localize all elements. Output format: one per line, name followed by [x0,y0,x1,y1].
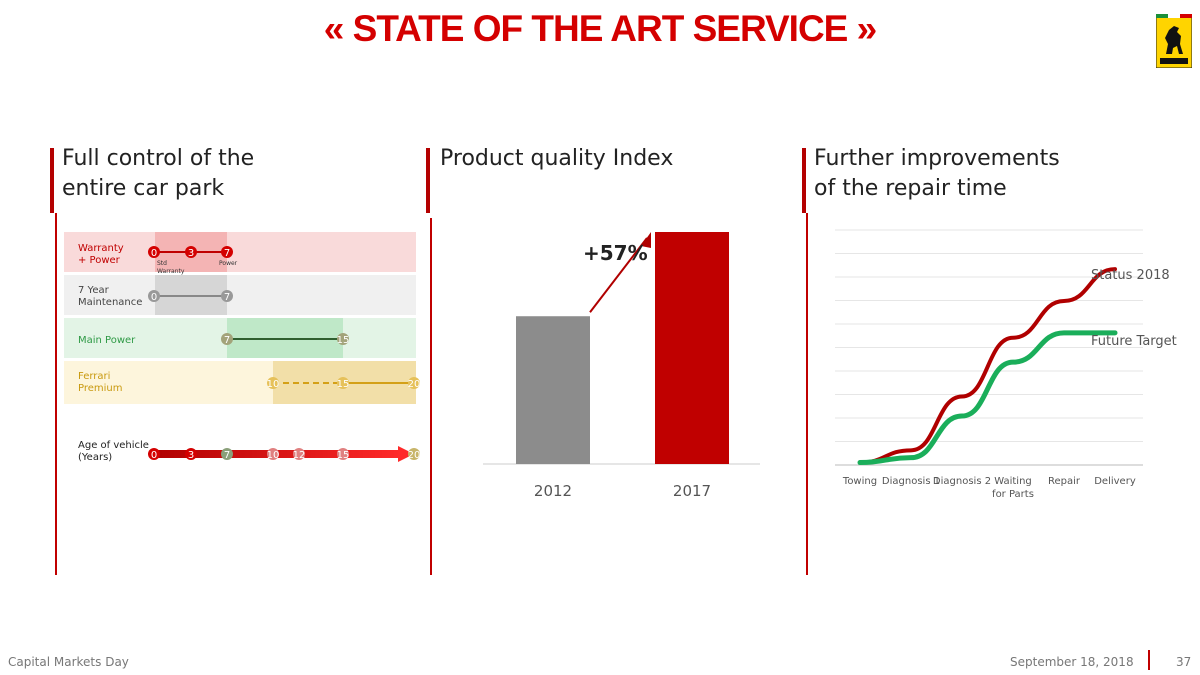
right-panel-divider [806,213,808,575]
footer-date: September 18, 2018 [1010,655,1134,669]
svg-text:0: 0 [151,248,157,259]
main-power-point-7: 7 [221,333,233,346]
legend-future-target: Future Target [1091,334,1177,349]
page-title: « STATE OF THE ART SERVICE » [323,8,877,49]
x-tick-label: Diagnosis 1 [882,476,940,487]
bar-2017 [655,232,729,464]
series-line-status-2018 [858,267,1117,465]
svg-text:3: 3 [188,450,194,461]
growth-arrow-line [589,237,648,313]
svg-text:7: 7 [224,335,230,346]
left-panel-title: Full control of the entire car park [62,146,255,201]
legend-status-2018: Status 2018 [1091,268,1170,283]
warranty-point-0: 0 [148,246,160,259]
bar-label-2012: 2012 [534,482,572,500]
svg-text:15: 15 [337,450,350,461]
svg-text:7: 7 [224,248,230,259]
label-std-warranty: Std Warranty [157,260,185,275]
svg-text:12: 12 [293,450,306,461]
footer-event-name: Capital Markets Day [8,655,129,669]
left-panel-divider [55,213,57,575]
right-panel-title: Further improvements of the repair time [814,146,1060,201]
premium-point-20: 20 [408,377,421,390]
label-age-of-vehicle: Age of vehicle (Years) [78,440,149,463]
bar-2012 [516,316,590,464]
x-tick-label: Waiting [994,476,1032,487]
x-tick-label: for Parts [992,489,1034,500]
svg-text:7: 7 [224,292,230,303]
label-ferrari-premium: Ferrari Premium [78,371,123,394]
svg-text:15: 15 [337,335,350,346]
svg-text:20: 20 [408,379,421,390]
band-warranty [64,232,416,272]
footer-divider [1148,650,1150,670]
age-point-0: 0 [148,448,160,461]
middle-panel-accent [426,148,430,213]
age-point-3: 3 [185,448,197,461]
warranty-point-3: 3 [185,246,197,259]
x-tick-label: Repair [1048,476,1081,487]
maintenance-point-7: 7 [221,290,233,303]
middle-panel-title: Product quality Index [440,146,674,171]
svg-text:3: 3 [188,248,194,259]
premium-point-10: 10 [267,377,280,390]
car-park-timeline: 0 3 7 Std Warranty Power 0 7 7 15 10 15 2… [148,232,421,462]
x-tick-label: Diagnosis 2 [933,476,991,487]
svg-text:0: 0 [151,292,157,303]
svg-text:10: 10 [267,379,280,390]
series-line-future-target [857,330,1118,466]
left-panel-accent [50,148,54,213]
maintenance-point-0: 0 [148,290,160,303]
label-7-year-maintenance: 7 Year Maintenance [78,285,143,308]
svg-text:7: 7 [224,450,230,461]
band-maintenance [64,275,416,315]
age-point-15: 15 [337,448,350,461]
age-point-10: 10 [267,448,280,461]
main-power-point-15: 15 [337,333,350,346]
warranty-point-7: 7 [221,246,233,259]
age-point-12: 12 [293,448,306,461]
svg-text:15: 15 [337,379,350,390]
age-point-7: 7 [221,448,233,461]
label-main-power: Main Power [78,335,136,346]
x-tick-label: Towing [842,476,877,487]
quality-index-bar-chart: 2012 2017 +57% [483,232,760,500]
premium-point-15: 15 [337,377,350,390]
footer-page-number: 37 [1176,655,1192,669]
left-panel-right-divider [430,218,432,575]
svg-text:20: 20 [408,450,421,461]
label-warranty-power: Warranty + Power [78,243,124,266]
growth-annotation: +57% [583,241,648,265]
growth-arrow-head [641,232,651,248]
right-panel-accent [802,148,806,213]
x-tick-label: Delivery [1094,476,1136,487]
age-arrow-head [398,446,414,462]
bar-label-2017: 2017 [673,482,711,500]
svg-text:0: 0 [151,450,157,461]
age-point-20: 20 [408,448,421,461]
prancing-horse-logo [1156,14,1192,68]
label-power: Power [219,260,238,267]
svg-text:10: 10 [267,450,280,461]
